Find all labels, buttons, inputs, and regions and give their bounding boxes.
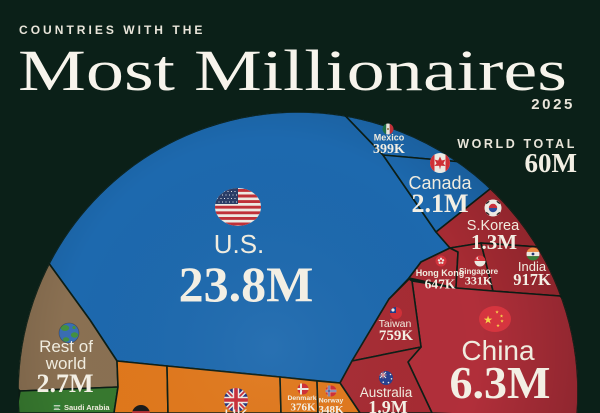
header-year: 2025	[531, 96, 575, 113]
saudi-arabia-label: Saudi Arabia	[64, 403, 110, 412]
mexico-label: Mexico	[374, 133, 405, 143]
norway-label: Norway	[319, 398, 344, 405]
canada-label: Canada	[408, 173, 472, 193]
mexico-value: 399K	[373, 142, 405, 157]
denmark-flag-icon	[297, 383, 309, 395]
svg-text:★: ★	[483, 315, 493, 327]
norway-value: 348K	[318, 404, 344, 413]
us-label: U.S.	[214, 229, 265, 259]
singapore-flag-icon	[474, 255, 486, 267]
south-korea-value: 1.3M	[471, 230, 517, 254]
china-value: 6.3M	[450, 357, 551, 408]
taiwan-value: 759K	[379, 328, 414, 344]
taiwan-label: Taiwan	[379, 318, 412, 330]
svg-text:★: ★	[500, 319, 505, 324]
canada-flag-icon	[430, 153, 450, 173]
world-total-label: WORLD TOTAL	[457, 137, 577, 151]
segment-labels: U.S. 23.8M Mexico 399K Canada 2.1M S.Kor…	[36, 133, 550, 413]
denmark-value: 376K	[290, 402, 316, 413]
rest-of-world-label-line2: world	[45, 354, 87, 373]
australia-value: 1.9M	[368, 397, 408, 413]
australia-flag-icon	[379, 371, 393, 385]
singapore-value: 331K	[465, 274, 493, 288]
india-value: 917K	[513, 270, 551, 289]
svg-text:★: ★	[495, 310, 500, 315]
page-title: Most Millionaires	[18, 38, 567, 103]
hong-kong-flag-icon	[435, 255, 447, 267]
svg-text:★: ★	[499, 314, 504, 319]
world-total-value: 60M	[525, 148, 577, 178]
germany-flag-icon	[132, 405, 150, 413]
rest-of-world-value: 2.7M	[36, 369, 93, 398]
saudi-arabia-flag-icon	[52, 402, 62, 412]
header-kicker: COUNTRIES WITH THE	[19, 23, 205, 37]
uk-flag-icon	[224, 388, 248, 412]
norway-flag-icon	[325, 385, 337, 397]
us-flag-icon	[215, 188, 261, 226]
india-label: India	[518, 259, 547, 274]
australia-label: Australia	[360, 385, 413, 400]
header: COUNTRIES WITH THE Most Millionaires 202…	[18, 23, 575, 113]
globe-icon	[58, 322, 80, 344]
world-total: WORLD TOTAL 60M	[457, 137, 577, 178]
china-label: China	[461, 335, 535, 366]
hong-kong-value: 647K	[425, 277, 456, 292]
svg-text:★: ★	[496, 323, 501, 328]
uk-label: UK	[224, 406, 248, 413]
denmark-label: Denmark	[287, 395, 316, 402]
china-flag-icon: ★ ★ ★ ★ ★	[479, 306, 511, 332]
rest-of-world-label-line1: Rest of	[39, 337, 93, 356]
flag-icons: ★ ★ ★ ★ ★	[52, 123, 540, 413]
us-value: 23.8M	[179, 256, 314, 312]
singapore-label: Singapore	[459, 267, 499, 276]
vignette-overlay	[18, 112, 578, 413]
mexico-flag-icon	[382, 123, 394, 135]
taiwan-flag-icon	[390, 307, 402, 319]
south-korea-label: S.Korea	[467, 218, 520, 234]
south-korea-flag-icon	[484, 199, 502, 217]
hong-kong-label: Hong Kong	[416, 268, 465, 278]
canada-value: 2.1M	[411, 189, 468, 218]
india-flag-icon	[526, 247, 540, 261]
